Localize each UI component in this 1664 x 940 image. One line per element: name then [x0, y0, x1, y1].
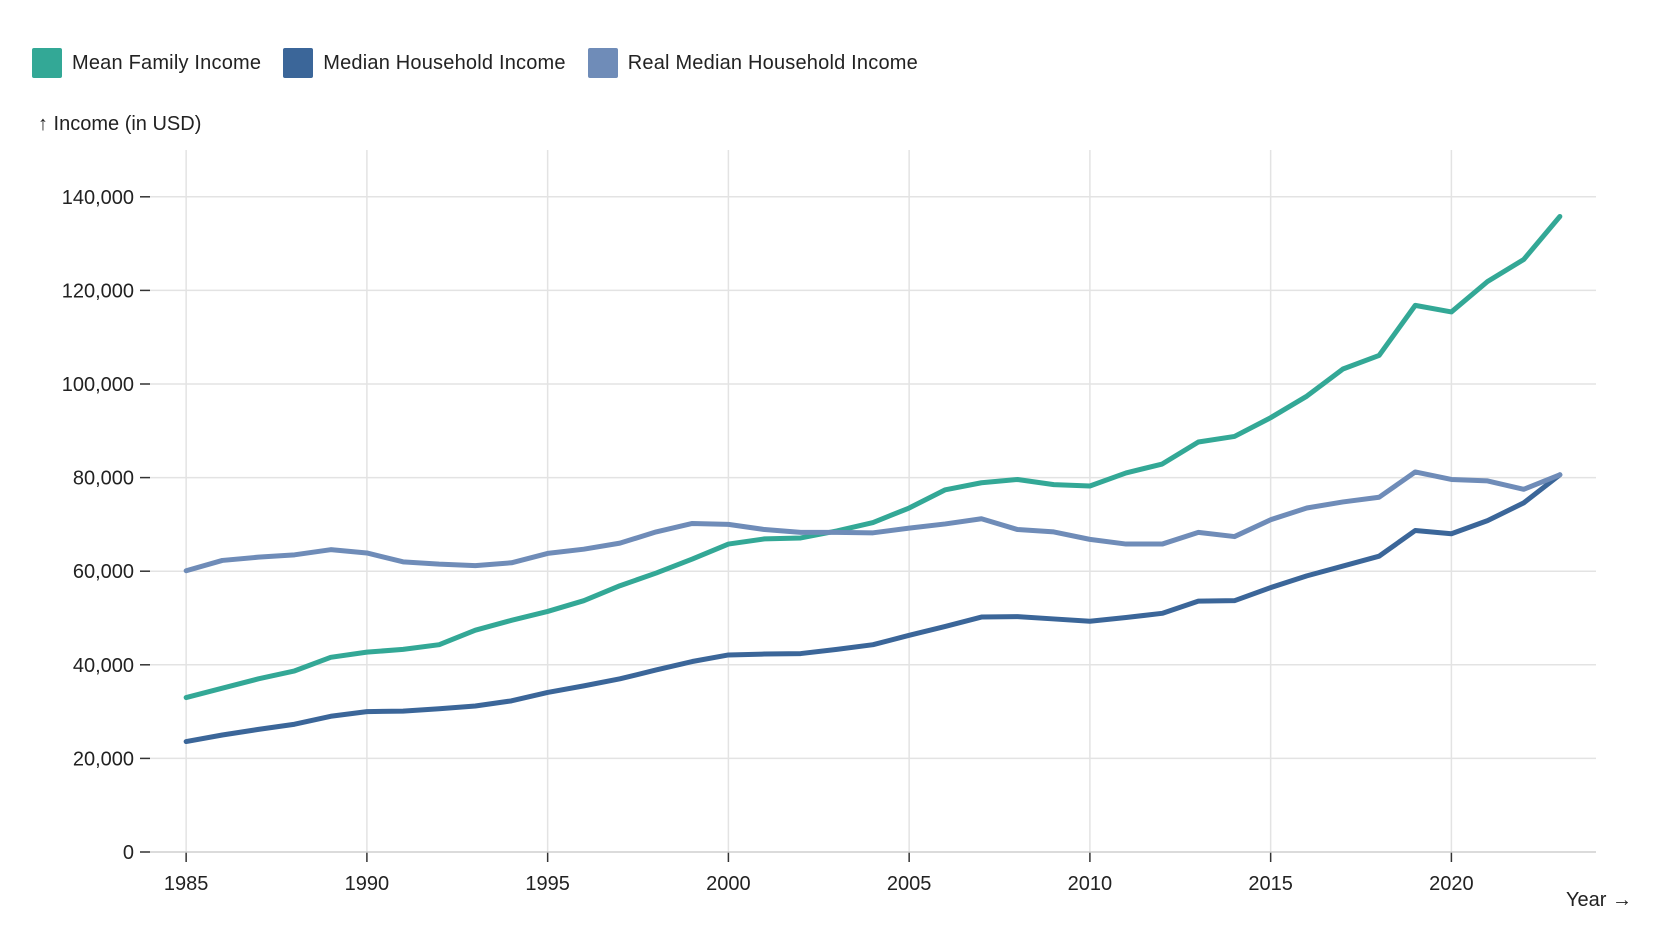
legend-item-mean-family-income[interactable]: Mean Family Income	[32, 48, 261, 78]
legend-item-real-median-household-income[interactable]: Real Median Household Income	[587, 48, 918, 78]
x-axis-title: Year →	[1566, 889, 1632, 911]
x-tick-label: 2005	[887, 873, 932, 895]
legend-swatch-real-median-household-income	[587, 48, 618, 78]
grid-vertical	[185, 150, 1453, 852]
x-tick-label: 2020	[1429, 873, 1474, 895]
series-lines	[183, 213, 1563, 745]
series-line-median-household-income[interactable]	[183, 472, 1563, 745]
x-tick-label: 1995	[525, 873, 570, 895]
legend-label-real-median-household-income: Real Median Household Income	[627, 51, 918, 74]
legend-swatch-median-household-income	[283, 48, 314, 78]
legend-label-mean-family-income: Mean Family Income	[72, 51, 262, 74]
y-tick-label: 140,000	[62, 187, 134, 209]
x-tick-label: 1985	[164, 873, 209, 895]
x-tick-label: 1990	[345, 873, 390, 895]
legend-item-median-household-income[interactable]: Median Household Income	[283, 48, 566, 78]
y-axis: 0 20,000 40,000 60,000 80,000 100,000 120,000 1…	[62, 187, 150, 864]
grid-horizontal	[150, 196, 1596, 760]
y-tick-label: 120,000	[62, 280, 134, 302]
y-tick-label: 0	[123, 842, 134, 864]
legend-swatch-mean-family-income	[32, 48, 62, 78]
y-axis-title: ↑ Income (in USD)	[38, 113, 201, 135]
x-tick-label: 2000	[706, 873, 751, 895]
legend-label-median-household-income: Median Household Income	[323, 51, 566, 74]
x-axis: 1985 1990 1995 2000 2005 2010 2015 2020	[150, 851, 1596, 895]
series-line-real-median-household-income[interactable]	[183, 469, 1563, 574]
x-tick-label: 2015	[1248, 873, 1293, 895]
legend: Mean Family Income Median Household Inco…	[32, 48, 940, 78]
y-tick-label: 20,000	[73, 748, 134, 770]
series-line-mean-family-income[interactable]	[183, 213, 1563, 701]
x-tick-label: 2010	[1068, 873, 1113, 895]
y-tick-label: 100,000	[62, 374, 134, 396]
y-tick-label: 40,000	[73, 655, 134, 677]
y-tick-label: 80,000	[73, 468, 134, 490]
y-tick-label: 60,000	[73, 561, 134, 583]
